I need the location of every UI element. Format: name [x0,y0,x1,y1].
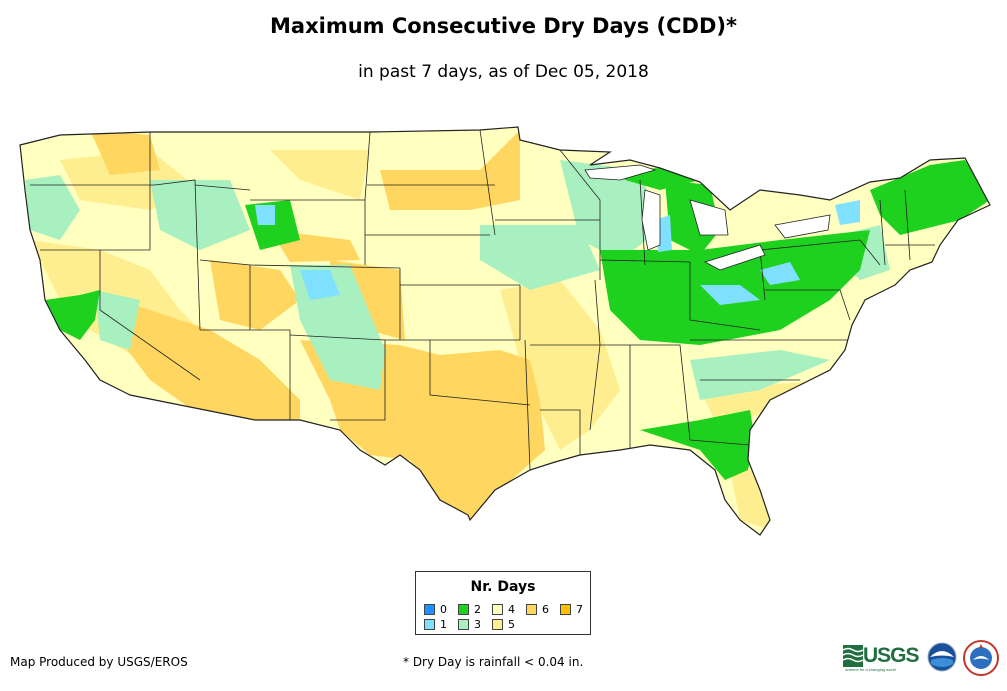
legend-item-2: 2 [458,604,481,616]
legend-swatch-4 [492,604,503,615]
map-subtitle: in past 7 days, as of Dec 05, 2018 [358,62,649,82]
legend-label-7: 7 [576,603,583,616]
legend-swatch-3 [458,619,469,630]
legend-item-5: 5 [492,619,515,631]
legend-item-3: 3 [458,619,481,631]
legend-item-1: 1 [424,619,447,631]
usgs-wave-icon [843,645,863,667]
legend-title: Nr. Days [470,579,536,595]
legend-item-4: 4 [492,604,515,616]
legend-label-2: 2 [474,603,481,616]
dry-day-footnote: * Dry Day is rainfall < 0.04 in. [403,655,584,669]
legend-label-6: 6 [542,603,549,616]
legend-label-0: 0 [440,603,447,616]
map-title: Maximum Consecutive Dry Days (CDD)* [270,14,737,38]
legend-item-0: 0 [424,604,447,616]
legend-swatch-7 [560,604,571,615]
noaa-logo-icon [927,642,957,672]
legend-label-5: 5 [508,618,515,631]
nws-logo-icon [963,640,999,676]
legend-swatch-5 [492,619,503,630]
legend-swatch-6 [526,604,537,615]
legend-label-3: 3 [474,618,481,631]
legend-swatch-0 [424,604,435,615]
legend-label-1: 1 [440,618,447,631]
agency-logos: USGS science for a changing world [843,640,1003,680]
legend-item-7: 7 [560,604,583,616]
usgs-tagline: science for a changing world [845,667,896,672]
legend-swatch-1 [424,619,435,630]
map-credit: Map Produced by USGS/EROS [10,655,188,669]
legend: Nr. Days 0 1 2 3 4 5 6 7 [415,571,591,635]
legend-swatch-2 [458,604,469,615]
legend-label-4: 4 [508,603,515,616]
usgs-logo-text: USGS [863,644,920,667]
legend-item-6: 6 [526,604,549,616]
